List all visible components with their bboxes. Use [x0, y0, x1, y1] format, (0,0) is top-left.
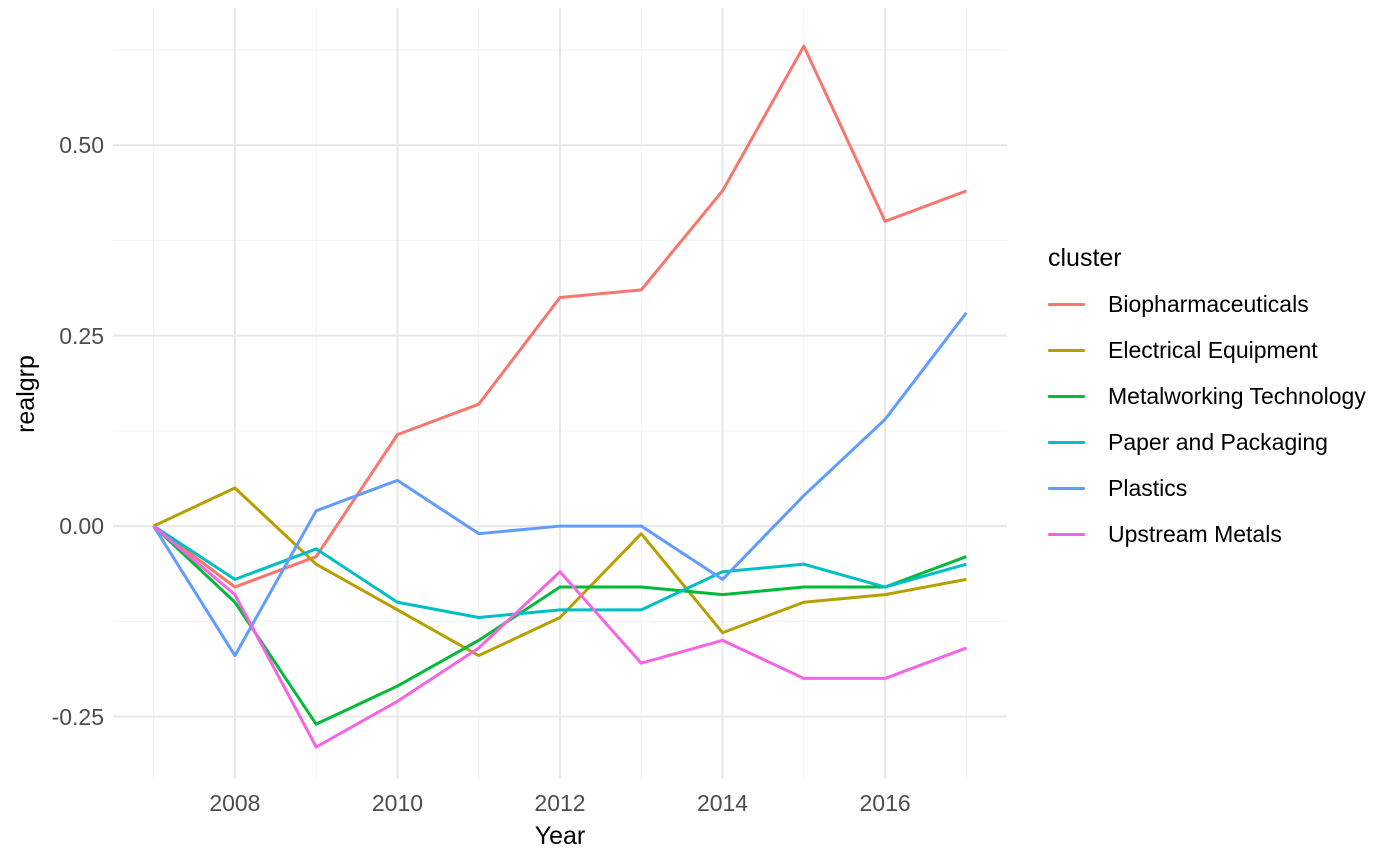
x-tick-label: 2012 [534, 790, 586, 816]
series-line-biopharmaceuticals [152, 44, 967, 589]
series-line-plastics [152, 311, 968, 658]
legend-item-label: Electrical Equipment [1108, 336, 1318, 363]
legend-item-label: Metalworking Technology [1108, 382, 1366, 409]
legend-item-upstream-metals: Upstream Metals [1048, 511, 1366, 557]
x-tick-label: 2010 [371, 790, 424, 816]
legend-item-label: Biopharmaceuticals [1108, 290, 1309, 317]
y-tick-label: 0.25 [59, 322, 104, 349]
legend-item-metalworking-technology: Metalworking Technology [1048, 373, 1366, 419]
legend-item-paper-and-packaging: Paper and Packaging [1048, 419, 1366, 465]
series-line-electrical-equipment [152, 486, 967, 658]
legend-key-line [1048, 440, 1085, 444]
legend-title: cluster [1048, 244, 1122, 272]
x-axis-title: Year [534, 822, 586, 850]
legend-key-line [1048, 532, 1085, 536]
x-tick-label: 2014 [696, 790, 749, 816]
legend-key-line [1048, 348, 1085, 352]
y-axis-title: realgrp [12, 355, 40, 433]
legend-item-electrical-equipment: Electrical Equipment [1048, 327, 1366, 373]
legend-item-label: Paper and Packaging [1108, 428, 1328, 455]
legend-item-biopharmaceuticals: Biopharmaceuticals [1048, 281, 1366, 327]
legend-item-label: Upstream Metals [1108, 520, 1282, 547]
x-tick-label: 2008 [209, 790, 261, 816]
y-tick-label: 0.00 [59, 513, 104, 540]
x-tick-label: 2016 [859, 790, 911, 816]
legend-items: Biopharmaceuticals Electrical Equipment Me… [1048, 281, 1366, 557]
legend-key-line [1048, 394, 1085, 398]
legend-item-label: Plastics [1108, 474, 1188, 501]
series-line-metalworking-technology [152, 524, 967, 726]
legend-key-line [1048, 302, 1085, 306]
y-tick-label: 0.50 [59, 132, 104, 159]
series-line-upstream-metals [152, 524, 967, 749]
legend-key-line [1048, 486, 1085, 490]
legend-item-plastics: Plastics [1048, 465, 1366, 511]
y-tick-label: -0.25 [51, 703, 104, 730]
legend: cluster Biopharmaceuticals Electrical Equ… [1048, 245, 1366, 557]
